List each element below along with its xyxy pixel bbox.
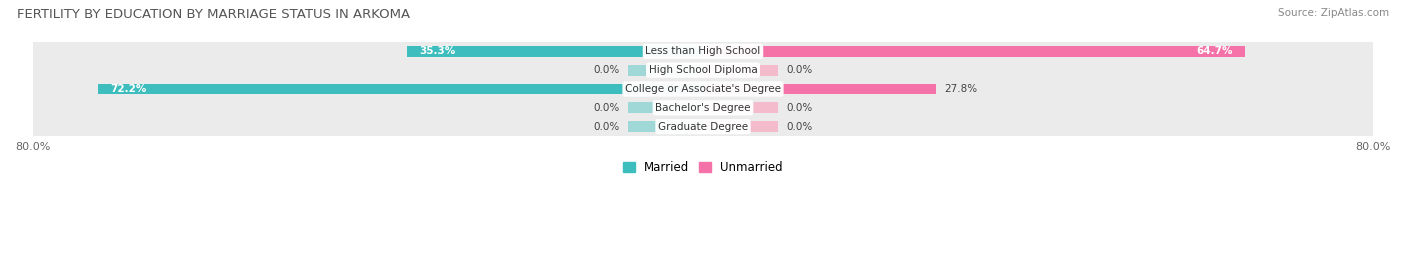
Text: 0.0%: 0.0% xyxy=(787,122,813,132)
Bar xyxy=(627,65,703,76)
Bar xyxy=(703,46,1246,57)
Bar xyxy=(32,80,1374,98)
Text: Bachelor's Degree: Bachelor's Degree xyxy=(655,103,751,113)
Text: Graduate Degree: Graduate Degree xyxy=(658,122,748,132)
Bar xyxy=(703,102,779,113)
Bar xyxy=(32,42,1374,61)
Bar xyxy=(703,83,936,94)
Bar xyxy=(98,83,703,94)
Bar xyxy=(627,121,703,132)
Bar xyxy=(408,46,703,57)
Text: 35.3%: 35.3% xyxy=(420,46,456,56)
Bar xyxy=(627,102,703,113)
Bar xyxy=(703,121,779,132)
Text: 0.0%: 0.0% xyxy=(787,103,813,113)
Text: College or Associate's Degree: College or Associate's Degree xyxy=(626,84,780,94)
Bar xyxy=(32,117,1374,136)
Legend: Married, Unmarried: Married, Unmarried xyxy=(619,157,787,179)
Text: 0.0%: 0.0% xyxy=(593,65,619,75)
Text: FERTILITY BY EDUCATION BY MARRIAGE STATUS IN ARKOMA: FERTILITY BY EDUCATION BY MARRIAGE STATU… xyxy=(17,8,411,21)
Text: 27.8%: 27.8% xyxy=(945,84,977,94)
Bar xyxy=(32,61,1374,80)
Text: 0.0%: 0.0% xyxy=(593,122,619,132)
Text: High School Diploma: High School Diploma xyxy=(648,65,758,75)
Text: Source: ZipAtlas.com: Source: ZipAtlas.com xyxy=(1278,8,1389,18)
Text: 64.7%: 64.7% xyxy=(1197,46,1233,56)
Text: 0.0%: 0.0% xyxy=(593,103,619,113)
Bar xyxy=(32,98,1374,117)
Text: 0.0%: 0.0% xyxy=(787,65,813,75)
Bar xyxy=(703,65,779,76)
Text: Less than High School: Less than High School xyxy=(645,46,761,56)
Text: 72.2%: 72.2% xyxy=(111,84,148,94)
